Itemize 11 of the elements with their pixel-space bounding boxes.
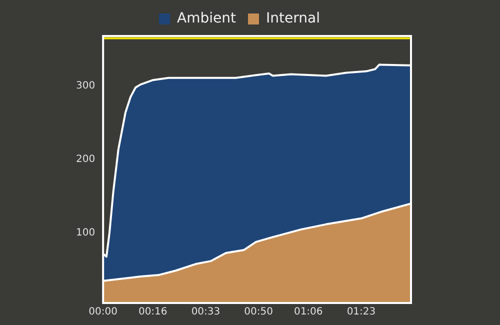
y-tick-label: 300: [76, 80, 96, 92]
y-tick-label: 200: [76, 154, 96, 166]
y-tick-label: 100: [76, 228, 96, 239]
x-tick-label: 00:33: [191, 306, 220, 318]
legend-label: Ambient: [177, 10, 237, 27]
x-tick-label: 00:00: [88, 306, 118, 318]
legend-label: Internal: [266, 10, 320, 27]
x-tick-label: 00:50: [244, 306, 274, 318]
x-tick-label: 01:23: [346, 306, 376, 318]
x-tick-label: 00:16: [138, 306, 168, 318]
x-tick-label: 01:06: [294, 306, 323, 318]
